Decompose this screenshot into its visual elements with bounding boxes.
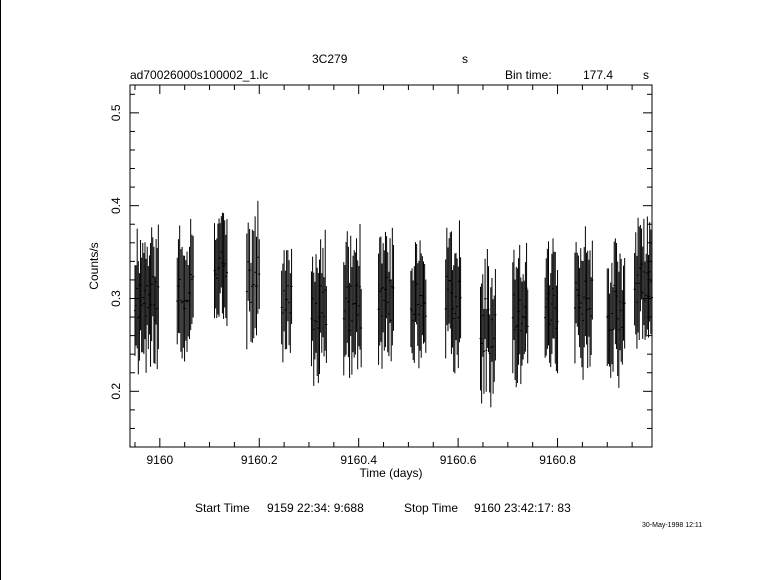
x-tick-label: 9160.6	[440, 453, 477, 467]
y-tick-label: 0.5	[109, 104, 123, 121]
x-tick-label: 9160.2	[241, 453, 278, 467]
data-points	[133, 200, 653, 408]
file-name: ad70026000s100002_1.lc	[130, 68, 269, 82]
start-time-value: 9159 22:34: 9:688	[267, 501, 364, 515]
stop-time-value: 9160 23:42:17: 83	[474, 501, 571, 515]
axis-labels: 9160 9160.2 9160.4 9160.6 9160.8 0.2 0.3 0.4 0.5…	[87, 104, 576, 480]
y-tick-label: 0.3	[109, 290, 123, 307]
y-axis-label: Counts/s	[87, 242, 101, 289]
x-tick-label: 9160.8	[539, 453, 576, 467]
plot-frame	[129, 84, 653, 448]
x-axis-label: Time (days)	[360, 466, 423, 480]
y-tick-label: 0.4	[109, 197, 123, 214]
header-unit: s	[462, 52, 468, 66]
left-border-line	[0, 0, 1, 580]
plot-axes	[129, 84, 653, 448]
x-tick-label: 9160	[146, 453, 173, 467]
y-tick-label: 0.2	[109, 383, 123, 400]
source-name: 3C279	[312, 52, 348, 66]
plot-timestamp: 30-May-1998 12:11	[642, 522, 703, 529]
bin-time-label: Bin time:	[505, 68, 552, 82]
bin-time-unit: s	[643, 68, 649, 82]
x-tick-label: 9160.4	[340, 453, 377, 467]
start-time-label: Start Time	[195, 501, 250, 515]
bin-time-value: 177.4	[583, 68, 614, 82]
stop-time-label: Stop Time	[404, 501, 459, 515]
